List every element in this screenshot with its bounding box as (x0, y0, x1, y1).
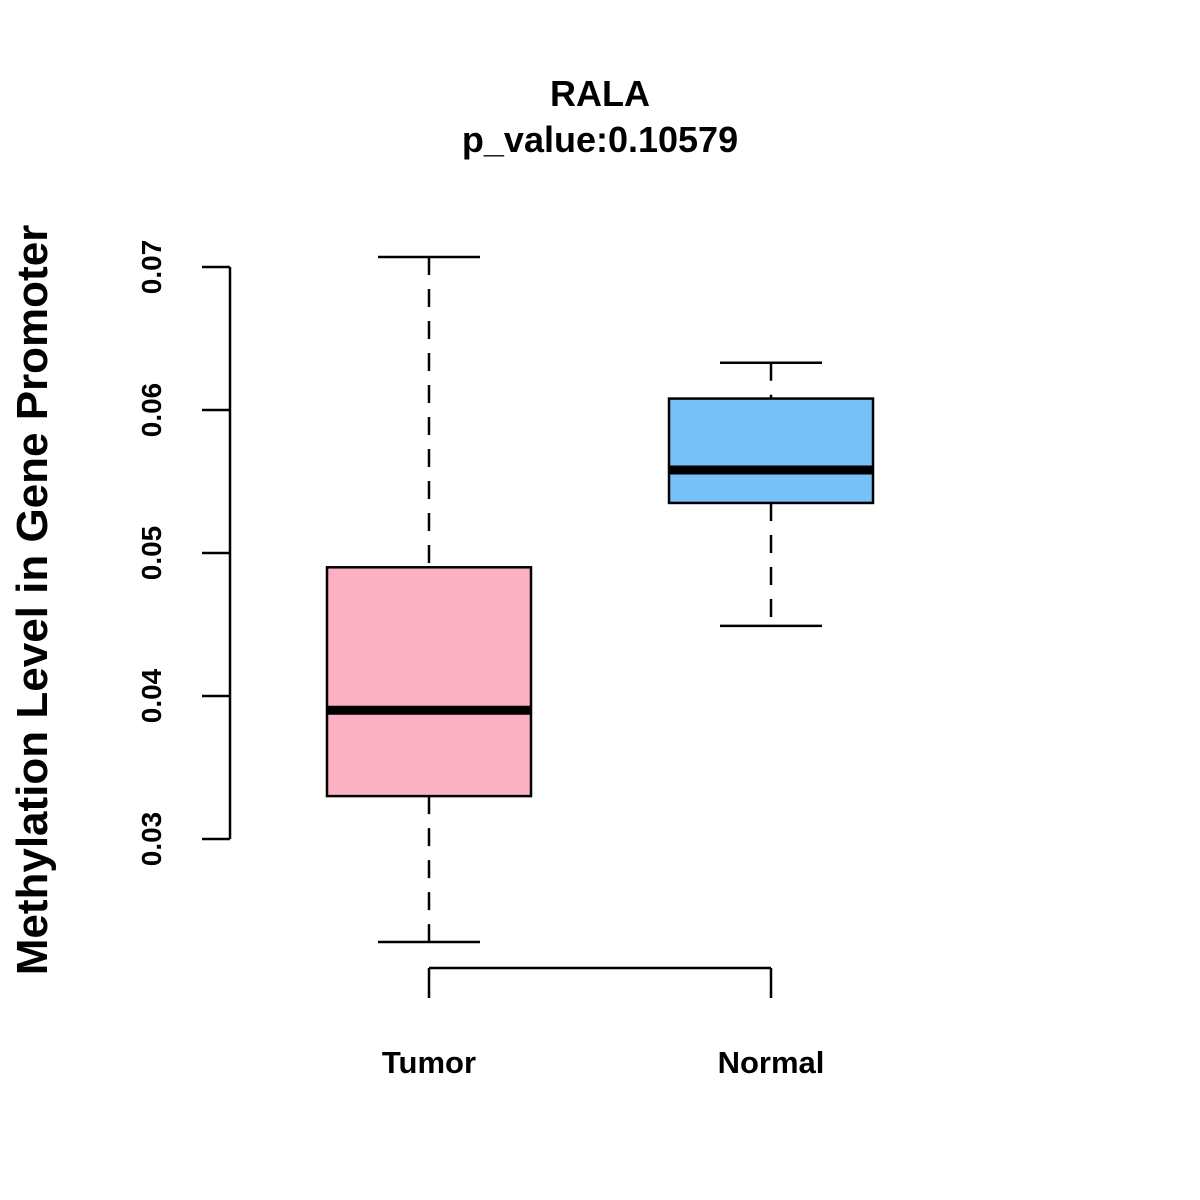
chart-subtitle: p_value:0.10579 (462, 119, 738, 160)
y-axis: 0.03 0.04 0.05 0.06 0.07 (136, 240, 232, 867)
boxes-group (325, 255, 875, 944)
x-tick-label-tumor: Tumor (382, 1045, 476, 1080)
iqr-box (667, 397, 875, 505)
y-tick-label: 0.07 (136, 240, 167, 295)
x-axis: Tumor Normal (382, 966, 825, 1080)
y-tick-label: 0.06 (136, 383, 167, 438)
box-normal (667, 361, 875, 628)
y-tick-label: 0.05 (136, 526, 167, 581)
iqr-box (325, 566, 533, 798)
y-tick-label: 0.04 (136, 668, 167, 723)
chart-title: RALA (550, 73, 650, 114)
box-tumor (325, 255, 533, 944)
y-tick-label: 0.03 (136, 812, 167, 867)
y-axis-label: Methylation Level in Gene Promoter (8, 225, 57, 976)
x-tick-label-normal: Normal (718, 1045, 825, 1080)
